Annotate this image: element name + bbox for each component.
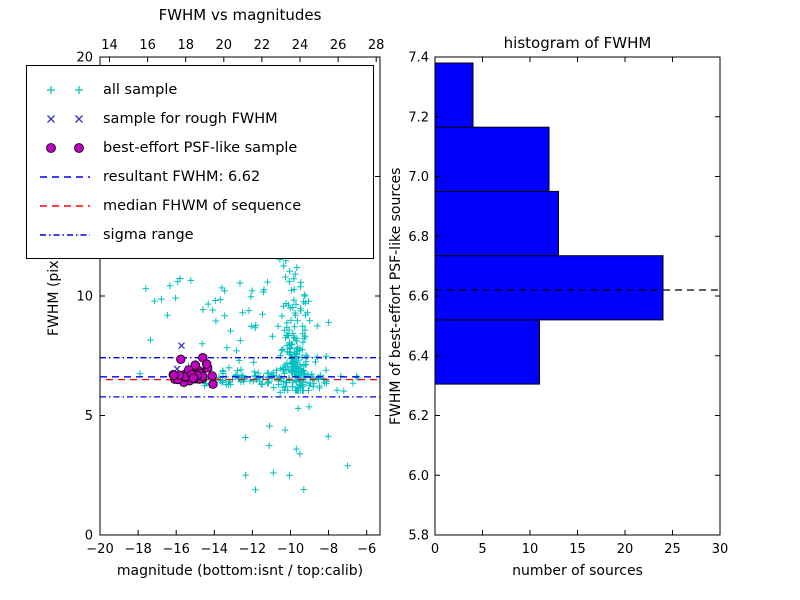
legend-circle-icon [46,142,84,153]
axes-frames-and-ticks: −20 −18 −16 −14 −12 −10 −8 −614 16 18 20 22 24 26 2805… [76,38,728,557]
right-plot-xlabel: number of sources [512,563,643,579]
tick-label: 7.4 [408,51,429,66]
legend-item-2: best-effort PSF-like sample [37,133,363,162]
tick-label: 6.8 [408,230,429,245]
tick-label: 30 [712,542,729,557]
hist-bar [434,126,550,192]
series-circle [168,353,218,389]
legend-item-0: all sample [37,75,363,104]
tick-label: 0 [431,542,439,557]
hist-bar [434,255,664,321]
tick-label: 5 [478,542,486,557]
tick-label: 25 [664,542,681,557]
tick-label: 15 [569,542,586,557]
tick-label: 20 [617,542,634,557]
tick-label: 6.4 [408,349,429,364]
tick-label: 7.0 [408,170,429,185]
legend-x-icon [47,114,83,123]
tick-label: −18 [124,542,151,557]
legend-label: resultant FWHM: 6.62 [103,168,261,185]
legend-item-3: resultant FWHM: 6.62 [37,162,363,191]
hist-bar [434,319,540,385]
tick-label: 24 [292,38,309,53]
tick-label: −6 [357,542,376,557]
tick-label: 5.8 [408,529,429,544]
tick-label: 20 [76,51,93,66]
tick-label: 20 [216,38,233,53]
scatter-plot-area [100,65,380,493]
tick-label: −10 [277,542,304,557]
tick-label: 10 [76,290,93,305]
tick-label: 18 [177,38,194,53]
legend-plus-icon [47,85,83,94]
legend: all sample sample for rough FWHM best-effo… [26,65,374,259]
tick-label: 22 [254,38,271,53]
hist-bar [434,190,559,257]
right-plot-title: histogram of FWHM [503,34,652,52]
tick-label: 6.2 [408,409,429,424]
tick-label: −14 [201,542,228,557]
tick-label: −16 [162,542,189,557]
legend-dashdot-line-icon [40,233,90,236]
tick-label: 0 [85,529,93,544]
legend-label: all sample [103,81,178,98]
tick-label: 28 [368,38,385,53]
tick-label: 6.0 [408,469,429,484]
legend-dashed-line-icon [40,204,90,207]
tick-label: −20 [86,542,113,557]
tick-label: 5 [85,409,93,424]
histogram-bars [434,62,720,385]
right-plot-ylabel: FWHM of best-effort PSF-like sources [388,167,404,425]
tick-label: 26 [330,38,347,53]
legend-item-4: median FHWM of sequence [37,191,363,220]
legend-label: median FHWM of sequence [103,197,302,214]
legend-dashed-line-icon [40,175,90,178]
tick-label: 16 [139,38,156,53]
tick-label: 7.2 [408,110,429,125]
hist-bar [434,62,474,128]
tick-label: 10 [522,542,539,557]
left-plot-title: FWHM vs magnitudes [158,6,322,24]
tick-label: −12 [239,542,266,557]
legend-label: sigma range [103,226,194,243]
tick-label: 6.6 [408,290,429,305]
legend-item-5: sigma range [37,220,363,249]
tick-label: −8 [319,542,338,557]
left-plot-xlabel: magnitude (bottom:isnt / top:calib) [116,563,364,579]
legend-label: sample for rough FWHM [103,110,278,127]
tick-label: 14 [101,38,118,53]
legend-label: best-effort PSF-like sample [103,139,298,156]
legend-item-1: sample for rough FWHM [37,104,363,133]
